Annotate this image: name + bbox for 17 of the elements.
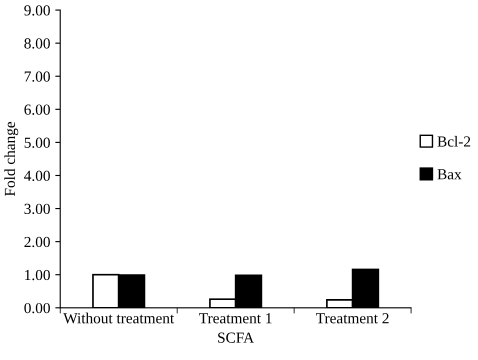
x-axis-title: SCFA (218, 332, 254, 343)
y-tick-label: 2.00 (24, 236, 50, 248)
y-tick-label: 0.00 (24, 302, 50, 314)
y-tick-label: 6.00 (24, 104, 50, 115)
y-tick-label: 7.00 (24, 71, 50, 82)
x-tick-label: Treatment 1 (199, 313, 272, 324)
x-tick-label: Without treatment (63, 312, 174, 324)
y-axis-title: Fold change (4, 122, 18, 196)
y-tick-label: 8.00 (24, 38, 50, 49)
x-tick-label: Treatment 2 (316, 313, 389, 324)
y-tick-label: 1.00 (25, 270, 50, 280)
y-tick-label: 4.00 (24, 170, 50, 181)
y-tick-label: 3.00 (24, 204, 50, 214)
legend-label: Bax (437, 169, 462, 180)
y-tick-label: 5.00 (24, 138, 50, 148)
legend-label: Bcl-2 (437, 136, 470, 147)
y-tick-label: 9.00 (24, 5, 50, 16)
